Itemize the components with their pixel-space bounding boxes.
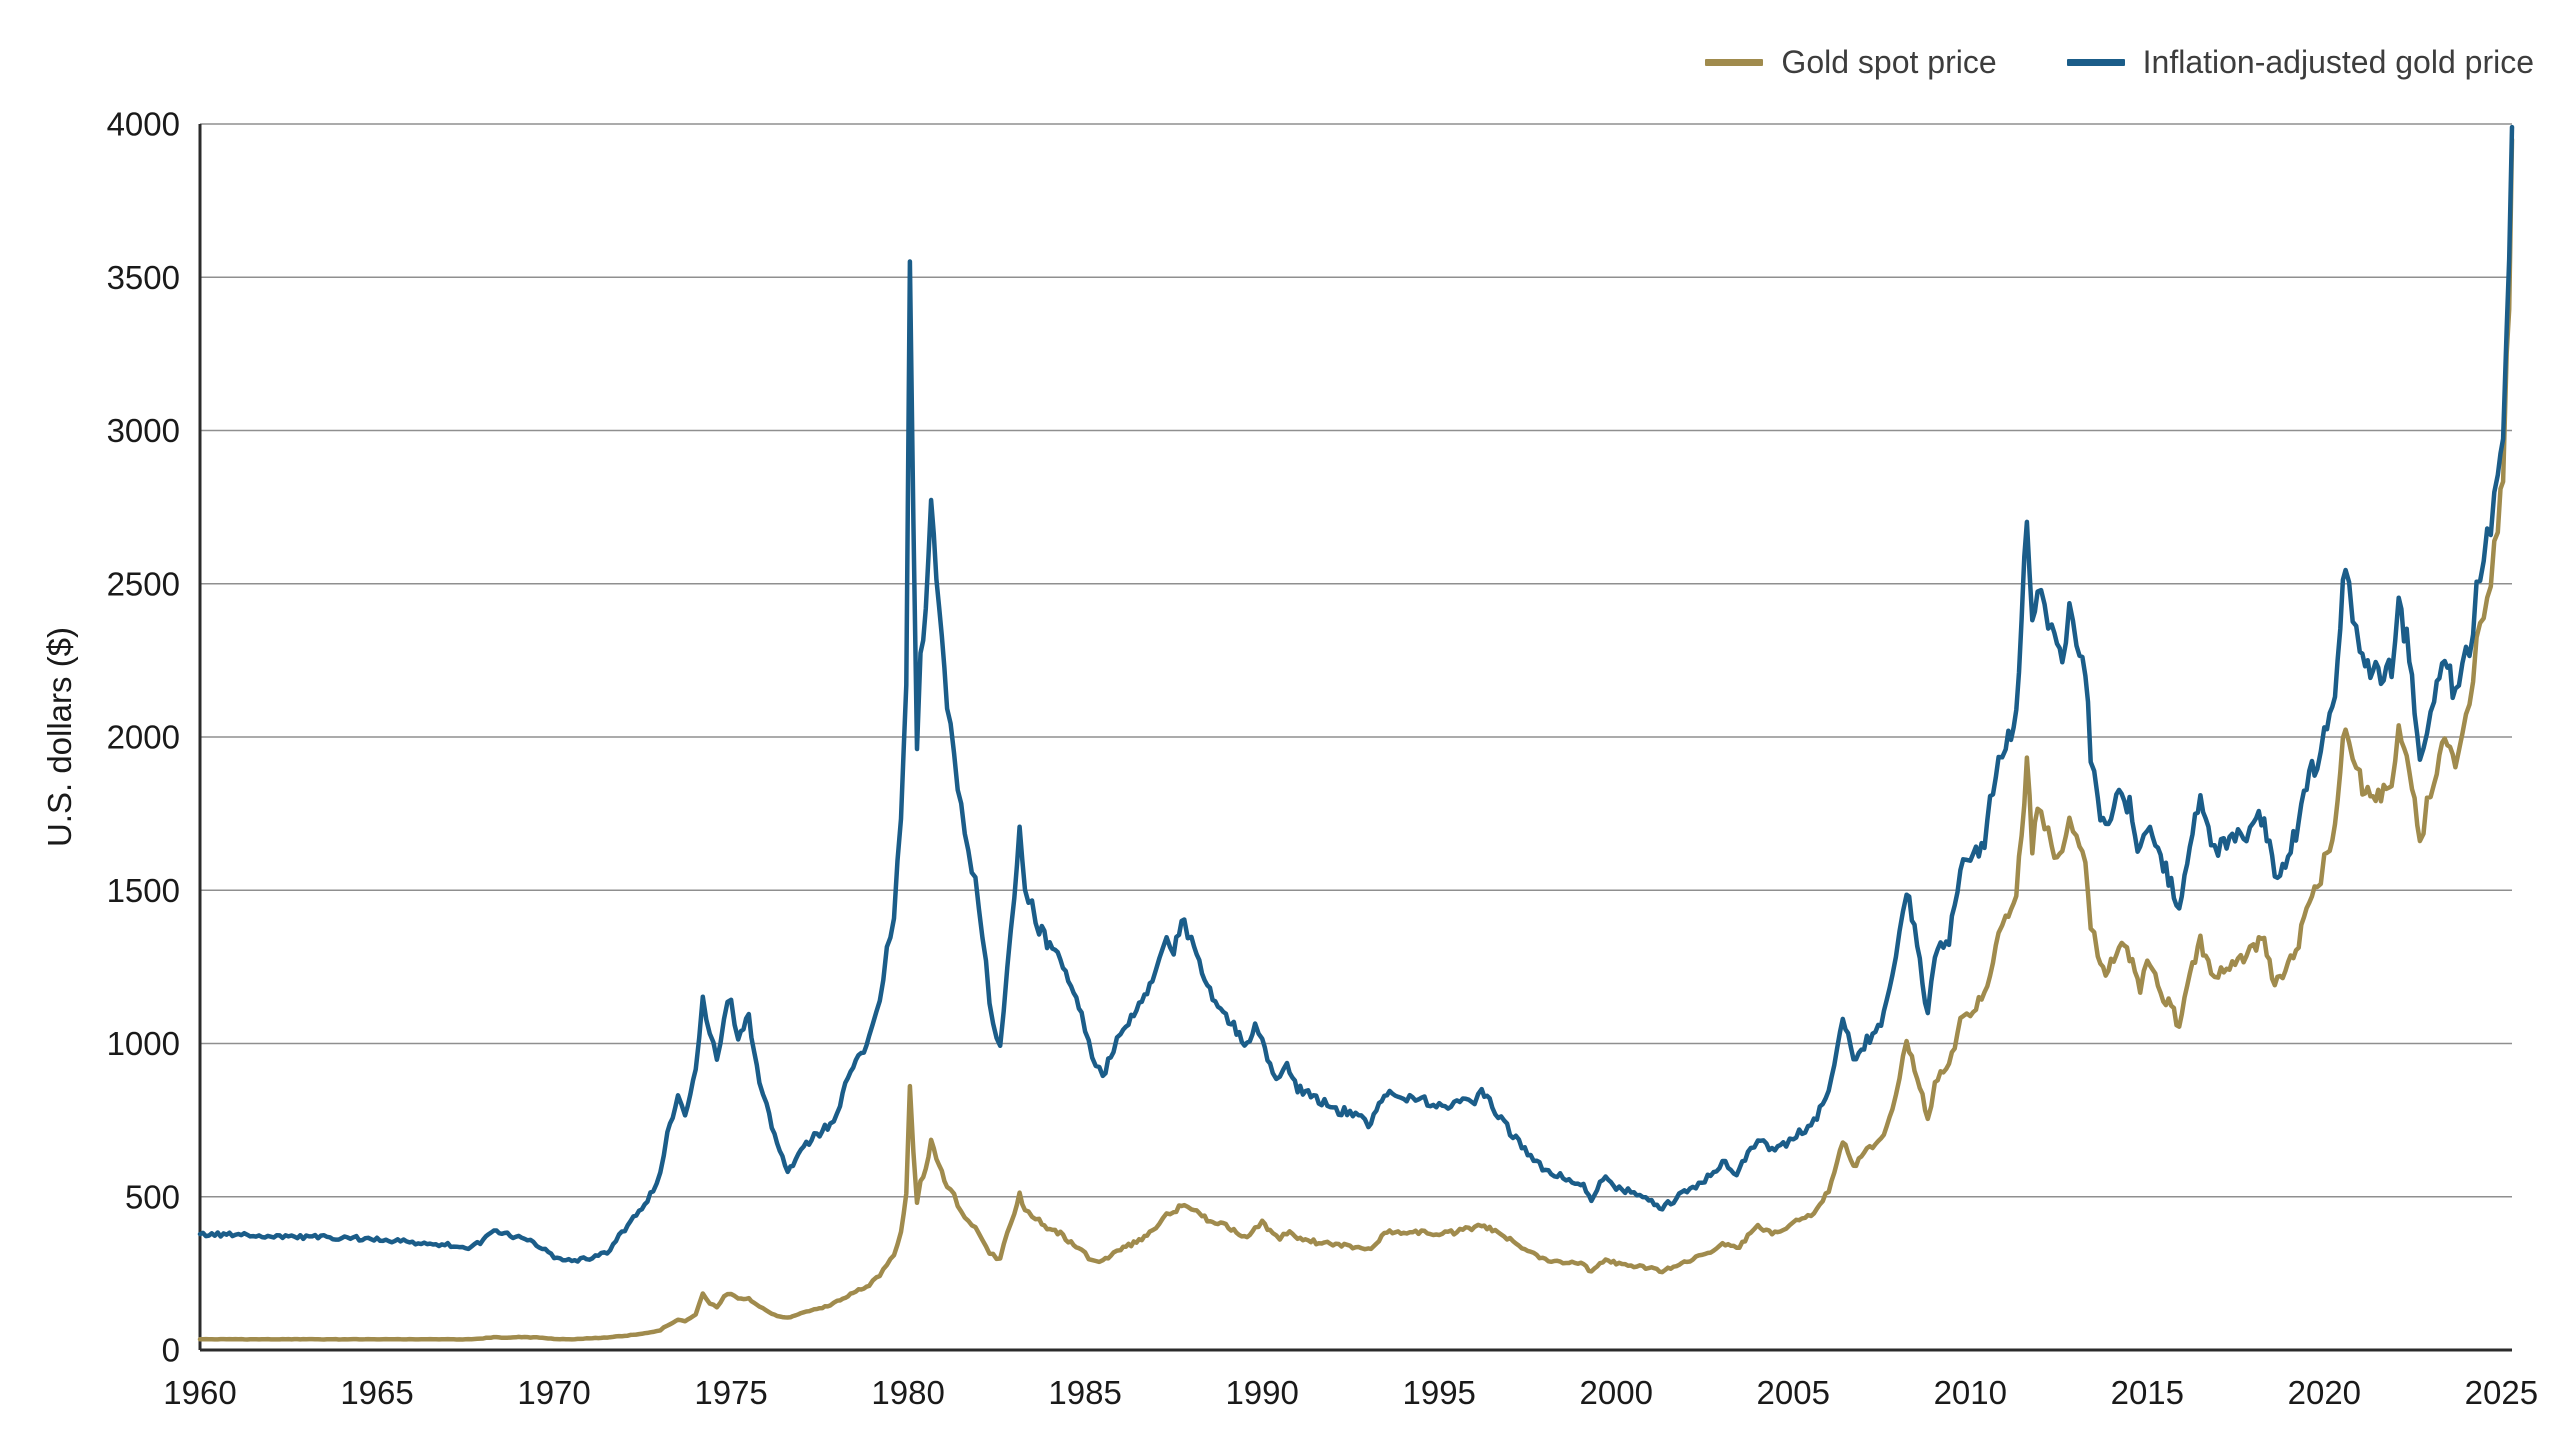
x-tick-label: 2020	[2288, 1374, 2361, 1411]
x-tick-label: 2015	[2111, 1374, 2184, 1411]
legend-swatch-inflation-adjusted	[2066, 59, 2125, 66]
y-tick-label: 0	[162, 1332, 180, 1369]
x-tick-label: 1970	[517, 1374, 590, 1411]
legend-item-gold-spot: Gold spot price	[1705, 44, 1997, 81]
x-tick-label: 1995	[1402, 1374, 1475, 1411]
series-line-inflation-adjusted	[197, 124, 2515, 1264]
x-tick-label: 2010	[1934, 1374, 2007, 1411]
x-tick-label: 1975	[694, 1374, 767, 1411]
legend-label-gold-spot: Gold spot price	[1781, 44, 1997, 80]
y-tick-label: 2000	[107, 719, 180, 756]
y-axis-title: U.S. dollars ($)	[41, 626, 78, 848]
y-tick-label: 3000	[107, 412, 180, 449]
x-tick-label: 1980	[871, 1374, 944, 1411]
x-tick-label: 2005	[1757, 1374, 1830, 1411]
y-tick-label: 1500	[107, 872, 180, 909]
y-tick-label: 500	[125, 1178, 180, 1215]
y-tick-label: 1000	[107, 1025, 180, 1062]
x-tick-label: 1960	[163, 1374, 236, 1411]
legend-label-inflation-adjusted: Inflation-adjusted gold price	[2142, 44, 2534, 80]
y-tick-label: 4000	[107, 106, 180, 143]
x-tick-label: 1965	[340, 1374, 413, 1411]
legend-item-inflation-adjusted: Inflation-adjusted gold price	[2066, 44, 2534, 81]
x-tick-label: 2025	[2465, 1374, 2538, 1411]
x-tick-label: 1985	[1048, 1374, 1121, 1411]
y-tick-label: 2500	[107, 565, 180, 602]
chart-legend: Gold spot price Inflation-adjusted gold …	[1705, 44, 2534, 81]
x-tick-label: 2000	[1580, 1374, 1653, 1411]
legend-swatch-gold-spot	[1705, 59, 1764, 66]
x-tick-label: 1990	[1225, 1374, 1298, 1411]
y-tick-label: 3500	[107, 259, 180, 296]
series-line-gold-spot	[197, 137, 2515, 1342]
